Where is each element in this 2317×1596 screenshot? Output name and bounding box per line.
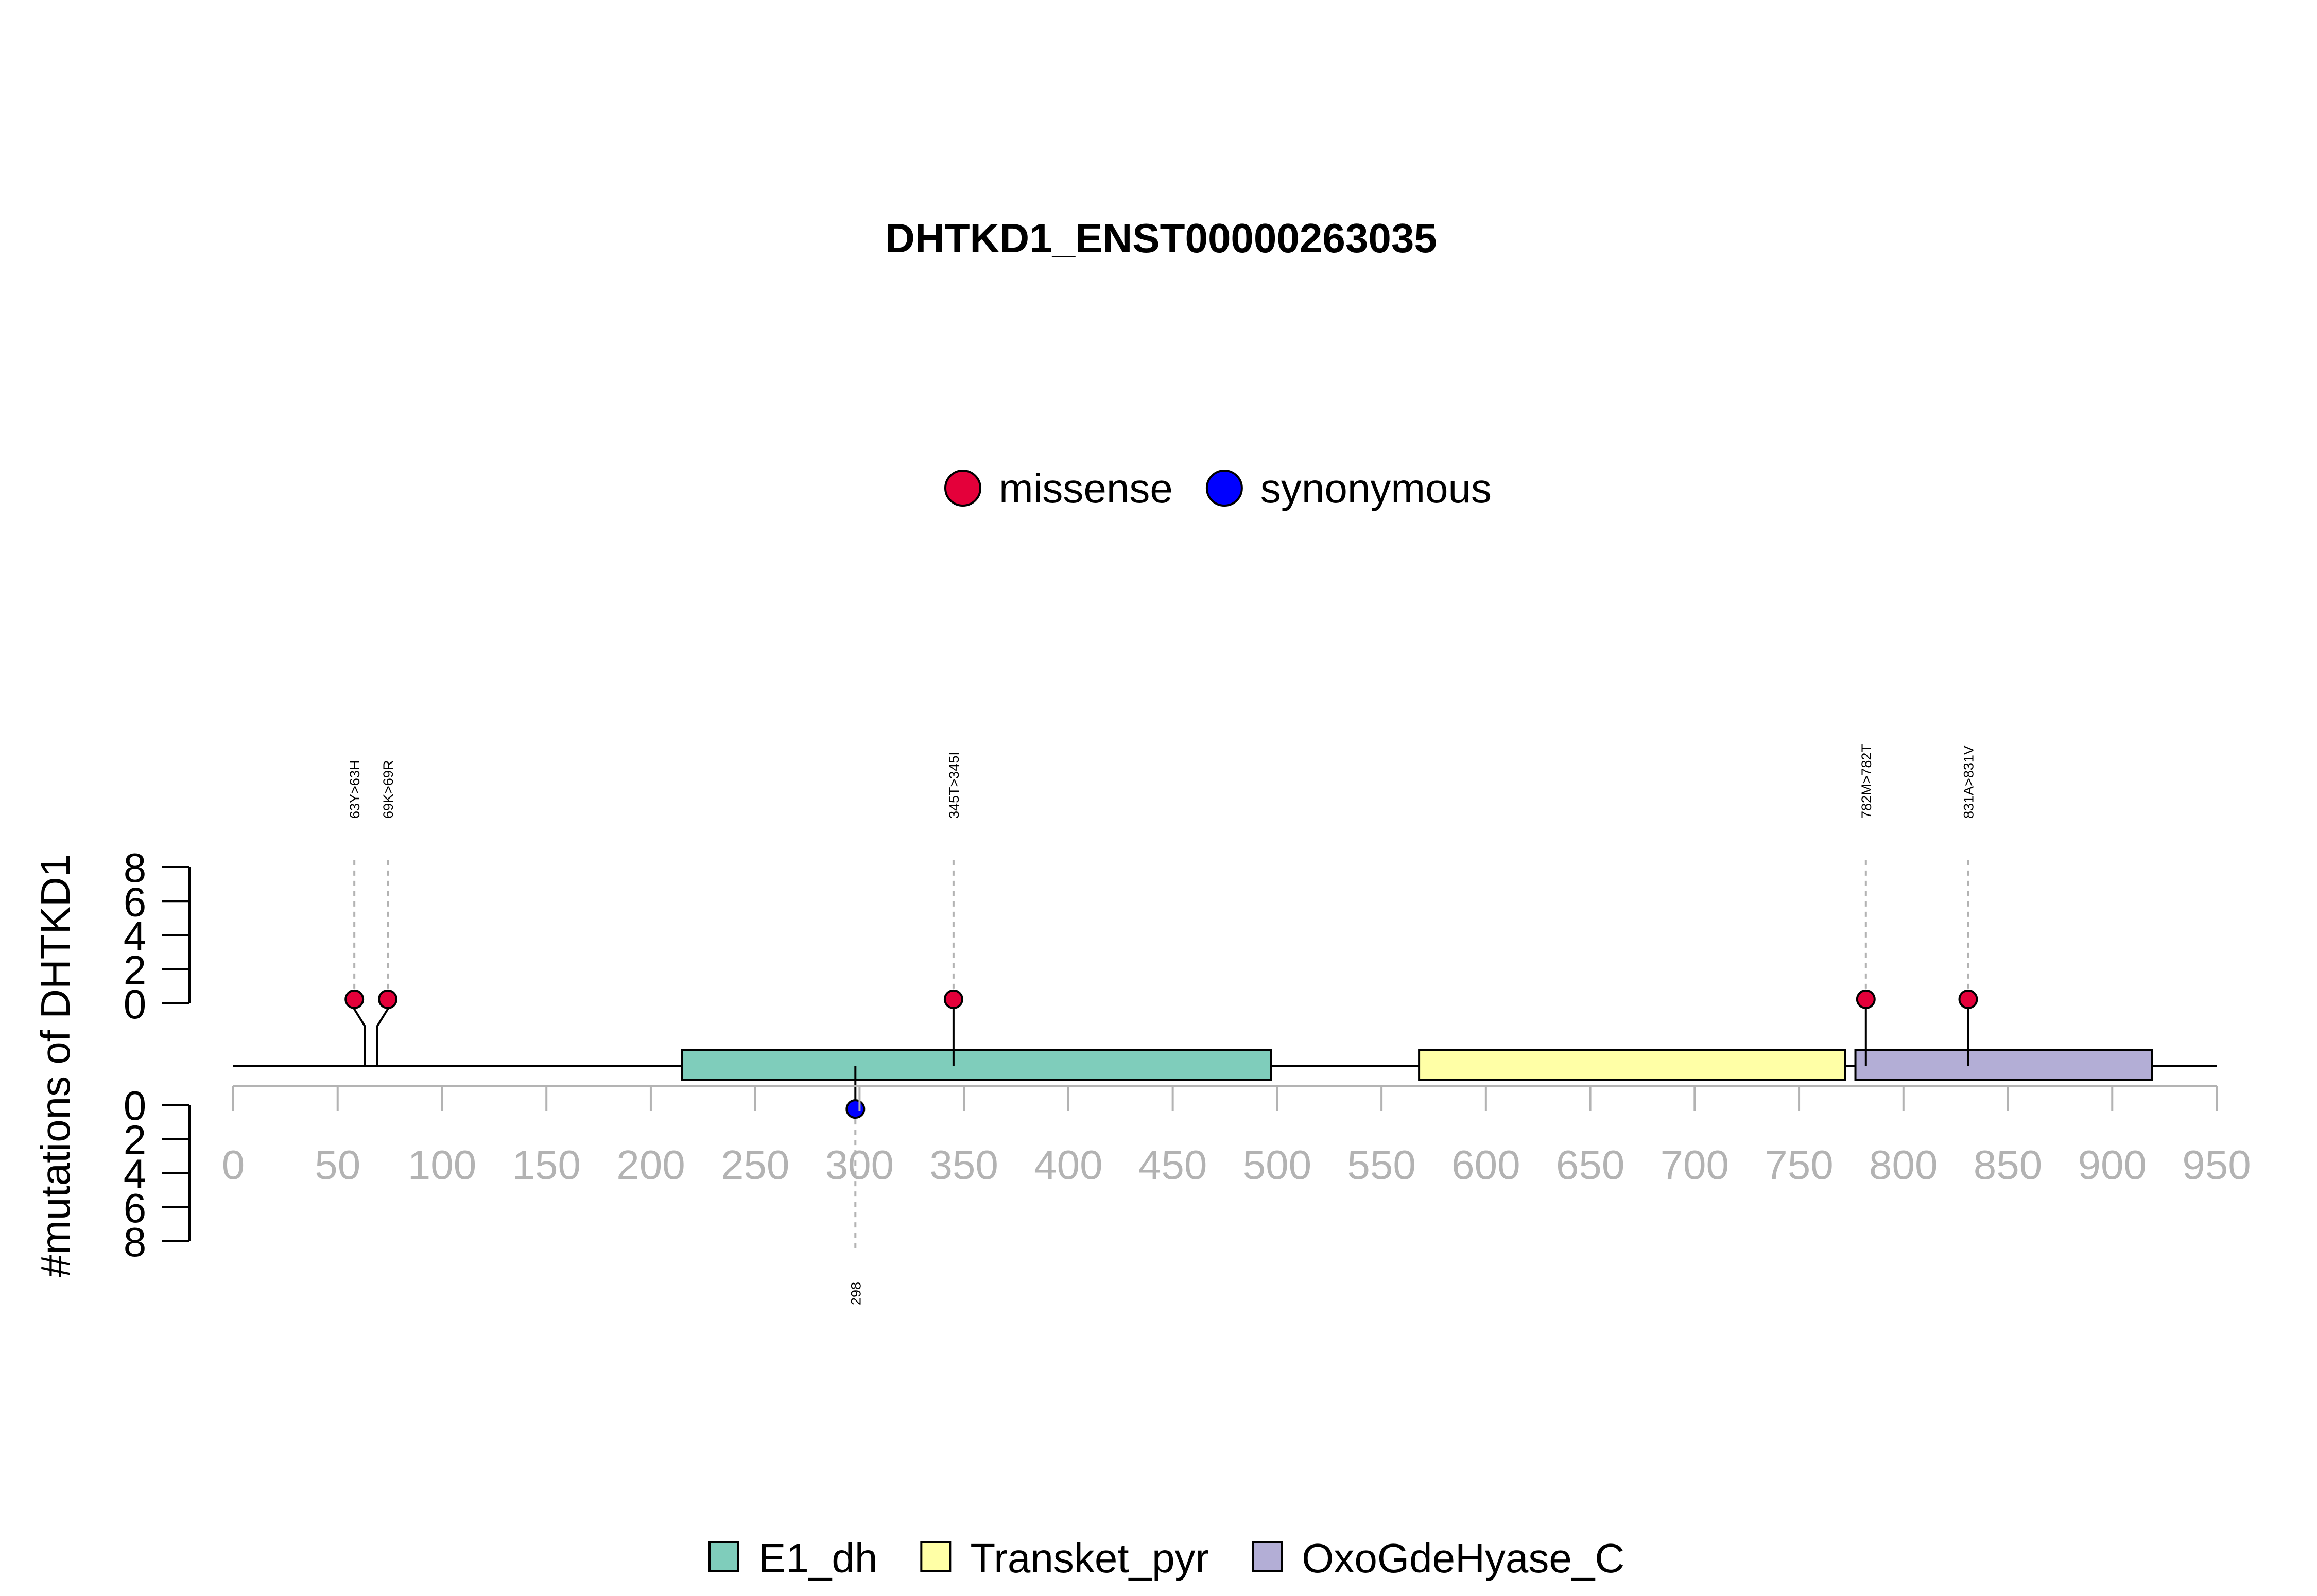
y-lower-tick-label: 0 [124, 1083, 147, 1129]
domain-e1-dh [681, 1049, 1272, 1081]
y-upper-tick-label: 2 [124, 947, 147, 993]
legend-label-missense: missense [999, 465, 1173, 511]
x-tick-label: 250 [721, 1142, 789, 1188]
y-lower-tick-label: 2 [124, 1117, 147, 1163]
x-tick-label: 150 [512, 1142, 580, 1188]
legend-label-e1-dh: E1_dh [758, 1535, 877, 1581]
x-tick-label: 900 [2078, 1142, 2147, 1188]
legend-swatch-e1-dh [708, 1541, 739, 1572]
mutation-label: 345T>345I [946, 752, 962, 819]
legend-label-transket-pyr: Transket_pyr [970, 1535, 1209, 1581]
mutation-marker-missense [1958, 989, 1978, 1009]
x-tick-label: 350 [929, 1142, 998, 1188]
x-tick-label: 950 [2182, 1142, 2251, 1188]
mutation-label: 298 [848, 1282, 863, 1305]
x-tick-label: 400 [1034, 1142, 1102, 1188]
y-lower-tick-label: 6 [124, 1185, 147, 1231]
y-lower-tick-label: 8 [124, 1219, 147, 1265]
mutation-legend: missense synonymous [944, 465, 1492, 511]
legend-swatch-oxogdehyase-c [1252, 1541, 1283, 1572]
legend-swatch-missense [944, 470, 981, 507]
x-tick-label: 0 [222, 1142, 245, 1188]
x-tick-label: 750 [1765, 1142, 1833, 1188]
legend-label-oxogdehyase-c: OxoGdeHyase_C [1302, 1535, 1624, 1581]
mutation-label: 69K>69R [381, 760, 396, 819]
x-tick-label: 200 [616, 1142, 685, 1188]
domain-oxogdehyase-c [1854, 1049, 2153, 1081]
legend-swatch-transket-pyr [920, 1541, 952, 1572]
mutation-stem [353, 999, 366, 1066]
x-tick-label: 100 [408, 1142, 476, 1188]
mutation-marker-missense [943, 989, 963, 1009]
x-tick-label: 450 [1138, 1142, 1207, 1188]
x-axis: 0 50 100 150 200 250 300 350 400 450 500 550 600 650 7… [222, 1085, 2251, 1188]
y-lower-tick-label: 4 [124, 1151, 147, 1197]
y-upper-tick-label: 8 [124, 845, 147, 891]
mutation-label: 831A>831V [1961, 745, 1976, 819]
domain-transket-pyr [1418, 1049, 1846, 1081]
y-upper-tick-label: 6 [124, 879, 147, 925]
x-tick-label: 800 [1869, 1142, 1938, 1188]
legend-swatch-synonymous [1205, 470, 1243, 507]
chart-title: DHTKD1_ENST00000263035 [885, 215, 1437, 261]
y-upper-tick-label: 0 [124, 981, 147, 1027]
y-axis-label: #mutations of DHTKD1 [32, 854, 78, 1278]
mutation-marker-synonymous [845, 1099, 866, 1119]
domain-layer [681, 1049, 2153, 1081]
mutation-stem [376, 999, 389, 1066]
mutation-layer: 63Y>63H 69K>69R 345T>345I 782M>782T 831A>831… [344, 744, 1978, 1305]
x-tick-label: 700 [1661, 1142, 1729, 1188]
mutation-label: 782M>782T [1859, 744, 1874, 819]
mutation-marker-missense [344, 989, 365, 1009]
mutation-label: 63Y>63H [347, 760, 362, 819]
mutation-marker-missense [378, 989, 398, 1009]
x-tick-label: 550 [1347, 1142, 1415, 1188]
mutation-marker-missense [1856, 989, 1876, 1009]
x-tick-label: 50 [315, 1142, 360, 1188]
x-tick-label: 650 [1556, 1142, 1624, 1188]
x-tick-label: 300 [825, 1142, 894, 1188]
x-tick-label: 500 [1243, 1142, 1311, 1188]
legend-label-synonymous: synonymous [1260, 465, 1492, 511]
x-tick-label: 600 [1451, 1142, 1520, 1188]
domain-legend: E1_dh Transket_pyr OxoGdeHyase_C [708, 1535, 1624, 1581]
x-tick-label: 850 [1974, 1142, 2042, 1188]
y-upper-tick-label: 4 [124, 913, 147, 959]
